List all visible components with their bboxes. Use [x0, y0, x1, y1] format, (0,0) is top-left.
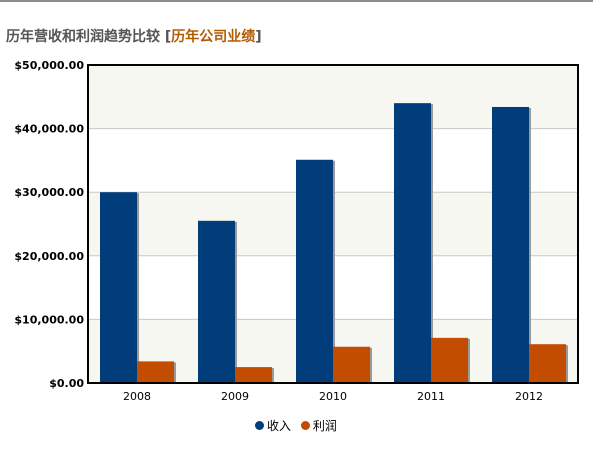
y-tick-label: $40,000.00	[14, 123, 84, 136]
bar-revenue-2010	[296, 159, 333, 383]
legend-item-revenue[interactable]: 收入	[255, 417, 291, 434]
y-tick-label: $20,000.00	[14, 250, 84, 263]
x-tick-label: 2011	[417, 390, 445, 403]
chart-title: 历年营收和利润趋势比较	[6, 29, 160, 45]
bar-revenue-2012	[492, 106, 529, 383]
legend-label-profit: 利润	[312, 419, 337, 433]
legend-dot-revenue	[255, 421, 264, 430]
bar-revenue-2008	[100, 192, 137, 383]
y-tick-label: $0.00	[49, 377, 84, 390]
bracket-close: ]	[255, 29, 262, 45]
bar-profit-2010	[333, 346, 370, 383]
x-tick-label: 2010	[319, 390, 347, 403]
bar-profit-2011	[431, 337, 468, 383]
legend: 收入 利润	[255, 417, 343, 434]
y-tick-label: $50,000.00	[14, 59, 84, 72]
legend-dot-profit	[300, 421, 310, 430]
x-axis-labels: 2008 2009 2010 2011 2012	[123, 390, 543, 403]
top-divider	[0, 0, 593, 2]
bars	[100, 103, 568, 383]
bar-profit-2008	[137, 361, 174, 383]
y-axis-labels: $0.00 $10,000.00 $20,000.00 $30,000.00 $40,0…	[14, 59, 84, 390]
legend-label-revenue: 收入	[267, 419, 292, 433]
bar-revenue-2011	[394, 103, 431, 383]
bar-profit-2009	[235, 367, 272, 383]
company-performance-link[interactable]: 历年公司业绩	[171, 29, 256, 45]
x-tick-label: 2012	[515, 390, 543, 403]
bar-profit-2012	[529, 344, 566, 383]
bracket-open: [	[164, 29, 172, 45]
plot-frame	[87, 64, 579, 384]
y-tick-label: $10,000.00	[14, 313, 84, 326]
chart-heading: 历年营收和利润趋势比较 [历年公司业绩]	[6, 26, 262, 46]
legend-item-profit[interactable]: 利润	[300, 417, 337, 434]
x-tick-label: 2008	[123, 390, 151, 403]
x-tick-label: 2009	[221, 390, 249, 403]
bar-revenue-2009	[198, 220, 235, 383]
y-tick-label: $30,000.00	[14, 186, 84, 199]
